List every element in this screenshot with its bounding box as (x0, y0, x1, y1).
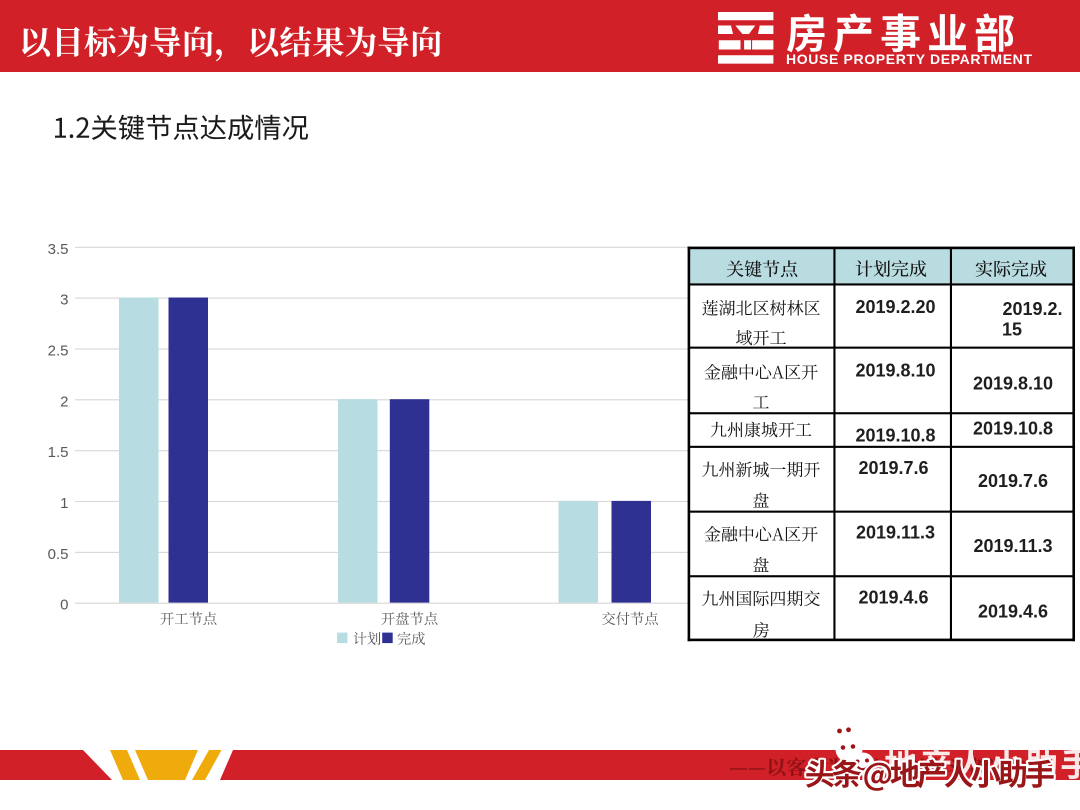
svg-text:0.5: 0.5 (48, 546, 69, 563)
svg-text:2019.4.6: 2019.4.6 (978, 602, 1048, 622)
svg-text:1: 1 (60, 495, 68, 512)
svg-text:2019.7.6: 2019.7.6 (858, 458, 928, 478)
svg-text:2019.10.8: 2019.10.8 (973, 419, 1053, 439)
svg-text:1.5: 1.5 (48, 444, 69, 461)
svg-text:2019.4.6: 2019.4.6 (858, 588, 928, 608)
svg-text:3.5: 3.5 (48, 241, 69, 258)
svg-text:2019.8.10: 2019.8.10 (855, 361, 935, 381)
svg-text:3: 3 (60, 292, 68, 309)
svg-text:2019.8.10: 2019.8.10 (973, 374, 1053, 394)
svg-text:HOUSE PROPERTY DEPARTMENT: HOUSE PROPERTY DEPARTMENT (786, 51, 1032, 67)
svg-text:2.5: 2.5 (48, 343, 69, 360)
svg-text:2019.2.20: 2019.2.20 (855, 297, 935, 317)
svg-text:15: 15 (1002, 319, 1022, 339)
svg-text:2019.2.: 2019.2. (1002, 299, 1062, 319)
svg-text:2019.10.8: 2019.10.8 (855, 426, 935, 446)
svg-text:2019.11.3: 2019.11.3 (973, 536, 1052, 556)
svg-text:2019.11.3: 2019.11.3 (856, 523, 935, 543)
svg-text:2019.7.6: 2019.7.6 (978, 471, 1048, 491)
svg-text:0: 0 (60, 597, 68, 614)
svg-text:2: 2 (60, 393, 68, 410)
